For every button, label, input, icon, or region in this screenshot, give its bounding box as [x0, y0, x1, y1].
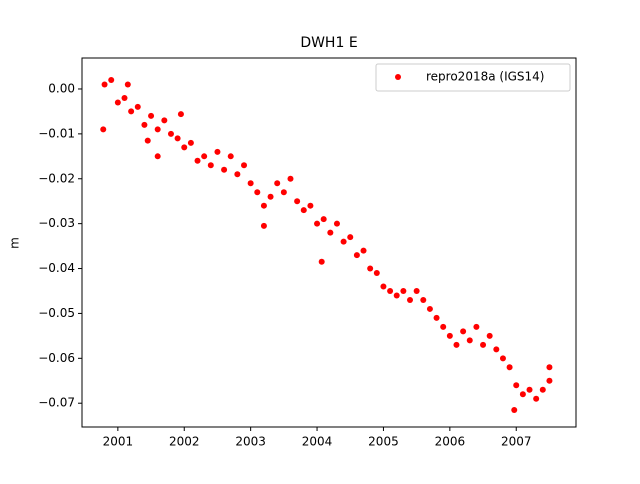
legend-label: repro2018a (IGS14) — [426, 70, 544, 84]
data-point — [101, 81, 108, 88]
data-point — [300, 207, 307, 214]
data-point — [314, 220, 321, 227]
data-point — [511, 406, 518, 413]
data-point — [493, 346, 500, 353]
legend-marker — [395, 74, 401, 80]
y-tick-label: −0.02 — [38, 171, 75, 185]
data-point — [387, 287, 394, 294]
data-point — [407, 296, 414, 303]
y-axis-label: m — [8, 237, 22, 249]
data-point — [466, 337, 473, 344]
data-point — [426, 305, 433, 312]
data-point — [519, 391, 526, 398]
x-tick-label: 2006 — [435, 435, 466, 449]
data-point — [506, 364, 513, 371]
data-point — [201, 153, 208, 160]
data-point — [241, 162, 248, 169]
data-point — [413, 287, 420, 294]
data-point — [546, 364, 553, 371]
data-point — [327, 229, 334, 236]
data-point — [108, 76, 115, 83]
data-point — [526, 386, 533, 393]
data-point — [121, 94, 128, 101]
data-point — [380, 283, 387, 290]
y-tick-label: −0.03 — [38, 216, 75, 230]
data-point — [480, 341, 487, 348]
data-point — [287, 175, 294, 182]
data-point — [280, 189, 287, 196]
data-point — [100, 126, 107, 133]
data-point — [128, 108, 135, 115]
data-point — [274, 180, 281, 187]
data-point — [247, 180, 254, 187]
data-point — [144, 137, 151, 144]
y-tick-label: −0.07 — [38, 396, 75, 410]
data-point — [367, 265, 374, 272]
data-point — [234, 171, 241, 178]
data-point — [154, 126, 161, 133]
x-tick-label: 2003 — [235, 435, 266, 449]
plot-frame — [81, 57, 577, 428]
data-point — [347, 234, 354, 241]
data-point — [318, 258, 325, 265]
data-point — [187, 139, 194, 146]
y-tick-label: 0.00 — [48, 81, 75, 95]
data-point — [207, 162, 214, 169]
data-point — [227, 153, 234, 160]
x-tick-label: 2001 — [103, 435, 134, 449]
data-point — [333, 220, 340, 227]
chart-title: DWH1 E — [300, 35, 357, 51]
data-point — [453, 341, 460, 348]
data-point — [373, 270, 380, 277]
data-point — [254, 189, 261, 196]
data-point — [420, 296, 427, 303]
data-point — [161, 117, 168, 124]
x-tick-label: 2007 — [501, 435, 532, 449]
data-point — [400, 287, 407, 294]
data-point — [114, 99, 121, 106]
data-point — [174, 135, 181, 142]
x-tick-label: 2004 — [302, 435, 333, 449]
data-point — [177, 111, 184, 118]
data-point — [167, 130, 174, 137]
data-point — [124, 81, 131, 88]
data-point — [267, 193, 274, 200]
data-point — [320, 216, 327, 223]
data-point — [221, 166, 228, 173]
data-point — [499, 355, 506, 362]
data-point — [141, 121, 148, 128]
data-point — [340, 238, 347, 245]
y-tick-label: −0.01 — [38, 126, 75, 140]
data-point — [260, 202, 267, 209]
y-tick-label: −0.05 — [38, 306, 75, 320]
data-point — [353, 252, 360, 259]
data-point — [134, 103, 141, 110]
data-point — [460, 328, 467, 335]
data-point — [513, 382, 520, 389]
legend-box — [375, 63, 571, 92]
data-point — [546, 377, 553, 384]
data-point — [194, 157, 201, 164]
data-point — [473, 323, 480, 330]
data-point — [393, 292, 400, 299]
data-point — [446, 332, 453, 339]
data-point — [440, 323, 447, 330]
data-point — [533, 395, 540, 402]
data-point — [486, 332, 493, 339]
data-point — [360, 247, 367, 254]
data-point — [294, 198, 301, 205]
data-point — [148, 112, 155, 119]
data-point — [181, 144, 188, 151]
x-tick-label: 2002 — [169, 435, 200, 449]
data-point — [260, 222, 267, 229]
data-point — [307, 202, 314, 209]
y-tick-label: −0.06 — [38, 351, 75, 365]
data-point — [433, 314, 440, 321]
data-point — [154, 153, 161, 160]
data-point — [539, 386, 546, 393]
x-tick-label: 2005 — [368, 435, 399, 449]
data-point — [214, 148, 221, 155]
y-tick-label: −0.04 — [38, 261, 75, 275]
